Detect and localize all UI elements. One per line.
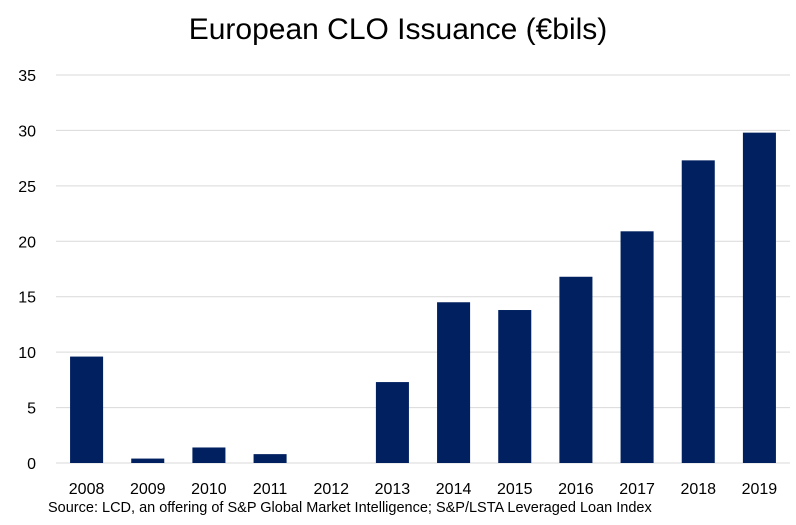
y-tick-label: 5 <box>27 401 36 418</box>
x-tick-label: 2013 <box>375 481 411 498</box>
bar-2019 <box>742 132 776 463</box>
bar-2015 <box>498 310 532 463</box>
x-tick-label: 2014 <box>436 481 472 498</box>
x-tick-label: 2017 <box>619 481 655 498</box>
x-tick-label: 2018 <box>680 481 716 498</box>
bar-2016 <box>559 276 593 463</box>
bar-2018 <box>681 160 715 464</box>
x-tick-label: 2016 <box>558 481 594 498</box>
x-tick-label: 2012 <box>313 481 349 498</box>
y-tick-label: 10 <box>18 345 36 362</box>
x-tick-label: 2010 <box>191 481 227 498</box>
bar-2014 <box>437 302 471 463</box>
bar-2009 <box>131 458 165 463</box>
bar-2017 <box>620 231 654 463</box>
bar-2008 <box>70 356 104 463</box>
y-tick-label: 20 <box>18 234 36 251</box>
y-tick-label: 35 <box>18 68 36 85</box>
x-tick-label: 2015 <box>497 481 533 498</box>
x-tick-label: 2009 <box>130 481 166 498</box>
y-axis-ticks: 0 5 10 15 20 25 30 35 <box>18 68 36 473</box>
gridlines <box>56 74 790 464</box>
bar-2013 <box>375 382 409 463</box>
y-tick-label: 0 <box>27 456 36 473</box>
y-tick-label: 25 <box>18 179 36 196</box>
x-tick-label: 2019 <box>742 481 778 498</box>
x-tick-label: 2008 <box>69 481 105 498</box>
y-tick-label: 15 <box>18 290 36 307</box>
bar-2010 <box>192 447 226 463</box>
y-tick-label: 30 <box>18 123 36 140</box>
x-axis-ticks: 2008 2009 2010 2011 2012 2013 2014 2015 2016 2017… <box>69 481 778 498</box>
chart-title: European CLO Issuance (€bils) <box>188 13 608 46</box>
bar-2011 <box>253 454 287 463</box>
chart-source-note: Source: LCD, an offering of S&P Global M… <box>48 500 652 516</box>
bars <box>70 132 776 464</box>
x-tick-label: 2011 <box>253 481 288 498</box>
